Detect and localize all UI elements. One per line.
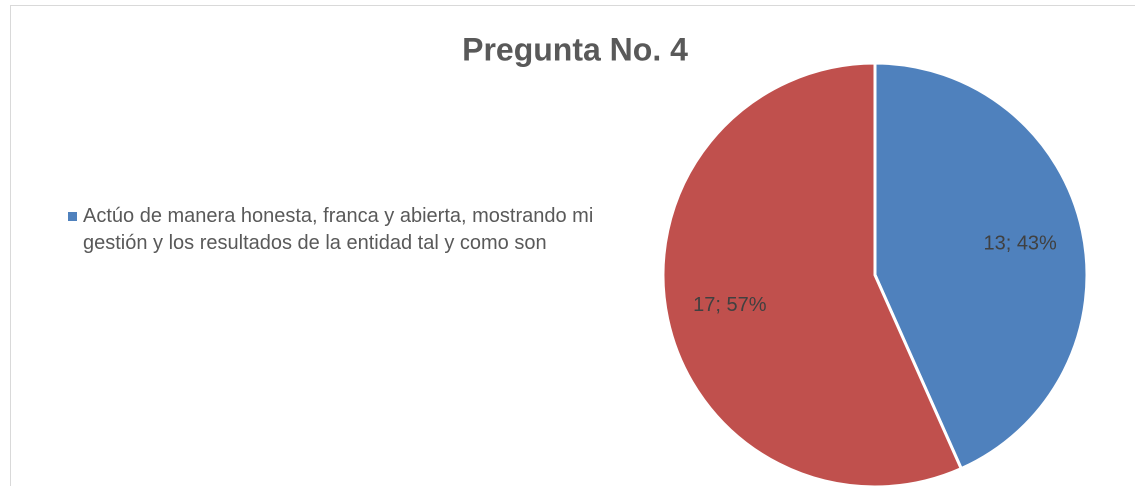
chart-frame — [10, 5, 1135, 486]
legend-swatch — [68, 212, 77, 221]
legend: Actúo de manera honesta, franca y abiert… — [68, 203, 608, 257]
legend-label: Actúo de manera honesta, franca y abiert… — [83, 205, 594, 254]
pie-slice — [873, 61, 1089, 471]
data-label: 17; 57% — [693, 294, 767, 316]
data-label: 13; 43% — [983, 232, 1057, 254]
chart-title: Pregunta No. 4 — [462, 31, 688, 67]
